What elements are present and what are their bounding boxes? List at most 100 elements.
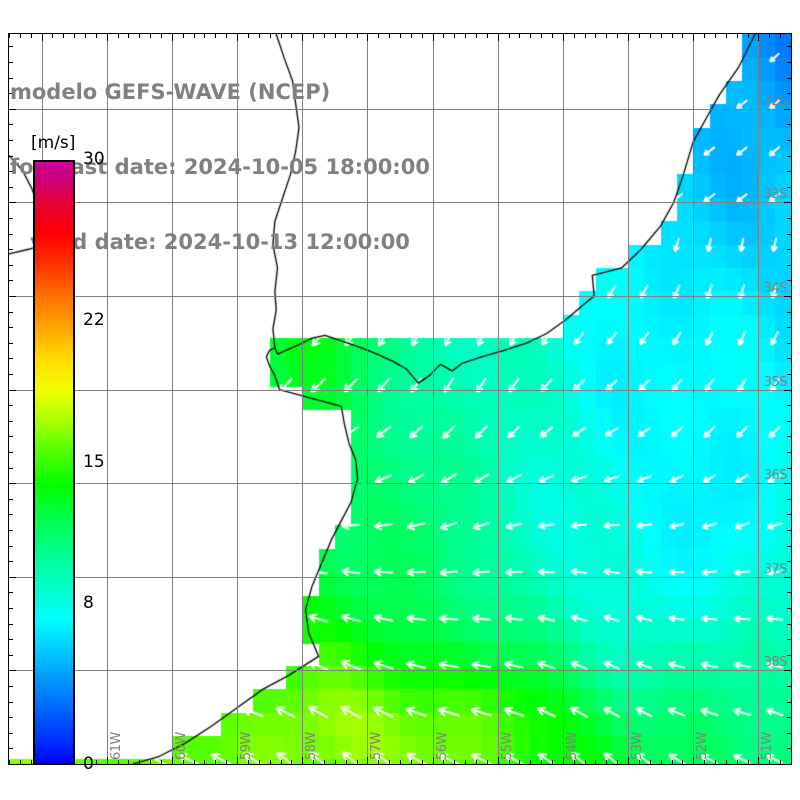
latitude-label: 34S (763, 281, 788, 297)
tick-top (465, 34, 466, 38)
tick-top (346, 34, 347, 38)
tick-left (9, 46, 13, 47)
longitude-label: 61W (108, 732, 124, 760)
tick-top (682, 34, 683, 38)
tick-left (9, 296, 16, 297)
tick-left (9, 546, 13, 547)
tick-bottom (270, 760, 271, 764)
tick-right (787, 280, 791, 281)
tick-bottom (476, 760, 477, 764)
tick-left (9, 561, 13, 562)
tick-bottom (204, 760, 205, 764)
tick-right (787, 343, 791, 344)
tick-bottom (422, 760, 423, 764)
tick-top (639, 34, 640, 38)
tick-bottom (704, 760, 705, 764)
tick-top (63, 34, 64, 38)
tick-bottom (595, 760, 596, 764)
tick-bottom (215, 760, 216, 764)
tick-top (248, 34, 249, 38)
tick-right (787, 140, 791, 141)
tick-right (787, 436, 791, 437)
tick-bottom (411, 760, 412, 764)
tick-bottom (574, 760, 575, 764)
tick-right (784, 670, 791, 671)
tick-top (367, 34, 368, 41)
gridline-vertical (563, 34, 564, 764)
longitude-label: 53W (630, 732, 646, 760)
map-title-block: modelo GEFS-WAVE (NCEP) forecast date: 2… (10, 30, 430, 305)
tick-bottom (20, 760, 21, 764)
model-title: modelo GEFS-WAVE (NCEP) (10, 80, 331, 104)
tick-top (454, 34, 455, 38)
tick-top (737, 34, 738, 38)
tick-bottom (769, 760, 770, 764)
tick-top (552, 34, 553, 38)
tick-top (324, 34, 325, 38)
tick-right (787, 312, 791, 313)
tick-left (9, 530, 13, 531)
colorbar-tick-label: 15 (83, 451, 105, 472)
tick-top (650, 34, 651, 38)
tick-right (787, 265, 791, 266)
tick-bottom (748, 760, 749, 764)
tick-right (787, 717, 791, 718)
tick-bottom (563, 757, 564, 764)
tick-bottom (226, 760, 227, 764)
longitude-label: 52W (695, 732, 711, 760)
gridline-vertical (367, 34, 368, 764)
tick-bottom (737, 760, 738, 764)
gridline-vertical (172, 34, 173, 764)
tick-top (357, 34, 358, 38)
tick-right (787, 561, 791, 562)
tick-left (9, 78, 13, 79)
longitude-label: 56W (434, 732, 450, 760)
longitude-label: 58W (304, 732, 320, 760)
tick-top (780, 34, 781, 38)
tick-top (476, 34, 477, 38)
tick-top (237, 34, 238, 41)
tick-bottom (585, 760, 586, 764)
colorbar-tick-label: 30 (83, 149, 105, 169)
tick-bottom (291, 760, 292, 764)
tick-bottom (443, 760, 444, 764)
tick-bottom (357, 760, 358, 764)
tick-top (791, 34, 792, 38)
tick-bottom (389, 760, 390, 764)
tick-bottom (237, 757, 238, 764)
tick-right (787, 374, 791, 375)
tick-left (9, 343, 13, 344)
gridline-horizontal (9, 109, 791, 110)
tick-right (787, 608, 791, 609)
latitude-label: 37S (763, 561, 788, 577)
tick-left (9, 670, 16, 671)
tick-right (787, 78, 791, 79)
latitude-label: 36S (763, 468, 788, 484)
tick-top (519, 34, 520, 38)
tick-right (787, 748, 791, 749)
tick-right (787, 592, 791, 593)
tick-right (787, 124, 791, 125)
longitude-label: 51W (760, 732, 776, 760)
tick-right (787, 405, 791, 406)
tick-right (787, 327, 791, 328)
tick-top (85, 34, 86, 38)
tick-bottom (509, 760, 510, 764)
tick-left (9, 686, 13, 687)
tick-right (787, 156, 791, 157)
tick-left (9, 390, 16, 391)
tick-left (9, 639, 13, 640)
tick-right (787, 530, 791, 531)
tick-bottom (758, 757, 759, 764)
tick-right (784, 202, 791, 203)
tick-left (9, 93, 13, 94)
tick-top (226, 34, 227, 38)
colorbar: [m/s] 30 22 15 8 0 (31, 133, 105, 774)
tick-right (787, 655, 791, 656)
tick-top (487, 34, 488, 38)
tick-top (291, 34, 292, 38)
tick-top (443, 34, 444, 38)
longitude-label: 59W (239, 732, 255, 760)
tick-left (9, 187, 13, 188)
tick-top (20, 34, 21, 38)
